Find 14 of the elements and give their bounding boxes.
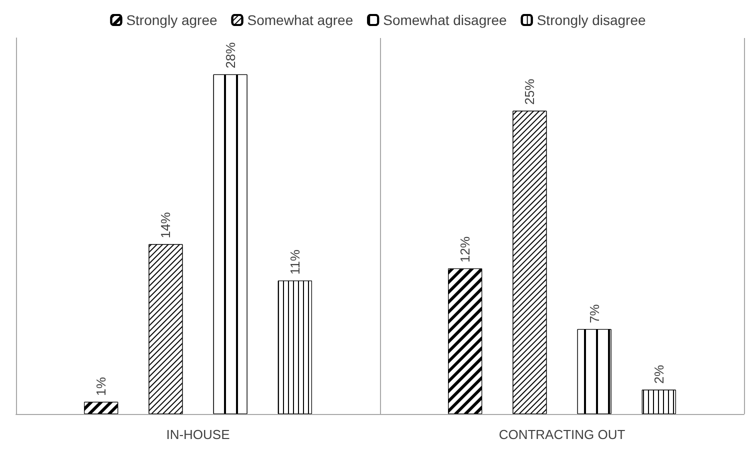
data-label: 25% [522, 78, 538, 105]
x-tick-label: CONTRACTING OUT [498, 427, 626, 442]
legend-label: Strongly disagree [536, 12, 646, 28]
data-label: 28% [222, 42, 238, 68]
legend-label: Strongly agree [126, 12, 218, 28]
legend-label: Somewhat disagree [383, 12, 508, 28]
data-label: 1% [94, 376, 109, 396]
data-label: 2% [651, 364, 666, 384]
legend-label: Somewhat agree [247, 12, 354, 28]
data-label: 12% [458, 236, 473, 262]
x-tick-label: IN-HOUSE [166, 427, 230, 442]
data-label: 14% [158, 212, 174, 238]
data-label: 7% [586, 304, 602, 324]
data-label: 11% [287, 249, 302, 275]
